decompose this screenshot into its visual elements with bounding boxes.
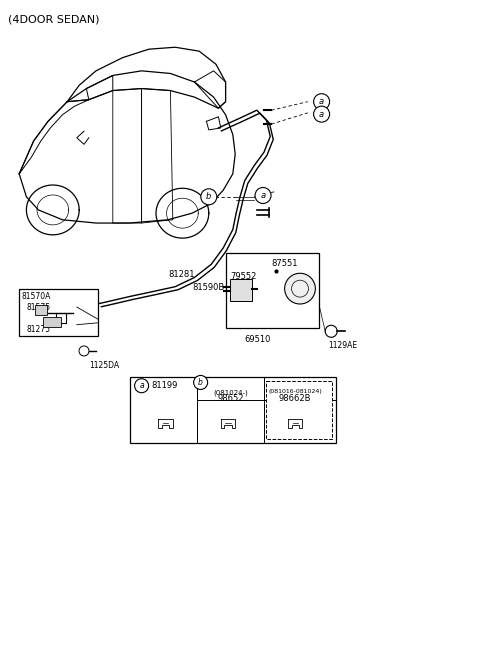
Text: 98652: 98652: [217, 394, 244, 403]
Circle shape: [134, 379, 149, 393]
Text: a: a: [319, 110, 324, 119]
Text: (081016-081024): (081016-081024): [268, 389, 322, 394]
Circle shape: [285, 274, 315, 304]
Text: a: a: [319, 97, 324, 106]
Circle shape: [313, 94, 330, 110]
Text: 81281: 81281: [168, 270, 194, 279]
Bar: [36, 305, 48, 315]
Text: 81199: 81199: [151, 381, 178, 390]
Bar: [230, 279, 252, 300]
Circle shape: [313, 106, 330, 122]
Text: a: a: [139, 381, 144, 390]
Text: 87551: 87551: [271, 259, 298, 268]
Bar: [43, 317, 61, 327]
Bar: [19, 289, 98, 336]
Circle shape: [193, 375, 208, 390]
Text: (081024-): (081024-): [213, 389, 248, 396]
Text: 79552: 79552: [230, 272, 257, 281]
Bar: [226, 253, 319, 328]
Text: 81590B: 81590B: [192, 283, 224, 293]
Text: a: a: [261, 191, 265, 200]
Text: 98662B: 98662B: [279, 394, 312, 403]
Text: 69510: 69510: [245, 335, 271, 344]
Text: 81570A: 81570A: [21, 292, 50, 301]
Text: 1125DA: 1125DA: [89, 361, 119, 370]
Bar: [266, 381, 332, 440]
Bar: [130, 377, 336, 443]
Circle shape: [255, 188, 271, 203]
Circle shape: [201, 189, 217, 205]
Text: b: b: [198, 378, 203, 387]
Text: 81275: 81275: [26, 325, 50, 334]
Text: (4DOOR SEDAN): (4DOOR SEDAN): [8, 14, 99, 24]
Text: b: b: [206, 192, 212, 201]
Text: 1129AE: 1129AE: [329, 341, 358, 350]
Text: 81575: 81575: [26, 303, 50, 312]
